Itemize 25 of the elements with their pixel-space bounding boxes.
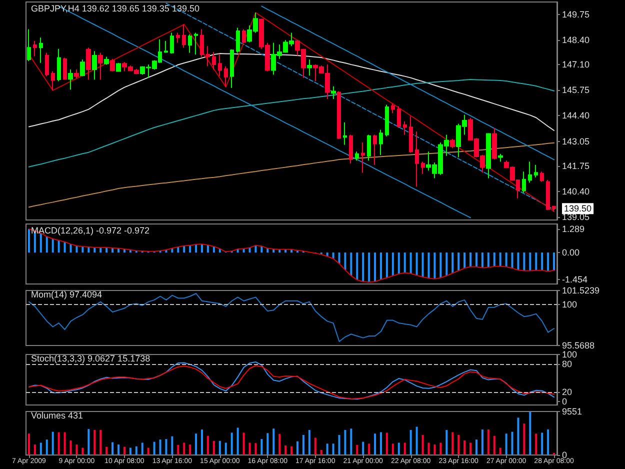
y-tick-label: 145.75 xyxy=(562,85,590,96)
y-tick-label: 149.75 xyxy=(562,9,590,20)
chart-title: Mom(14) 97.4094 xyxy=(31,290,102,300)
chart-title: MACD(12,26,1) -0.972 -0.972 xyxy=(31,226,150,236)
annotation: 139.50 xyxy=(564,204,592,214)
chart-title: Stoch(13,3,3) 9.0627 15.1738 xyxy=(31,354,150,364)
y-tick-label: 140.40 xyxy=(562,186,590,197)
chart-title: Volumes 431 xyxy=(31,410,84,420)
y-tick-label: 95.5688 xyxy=(562,340,595,350)
y-tick-label: 143.05 xyxy=(562,136,590,146)
y-tick-label: 1.289 xyxy=(562,224,585,234)
y-tick-label: 100 xyxy=(562,350,578,360)
y-tick-label: 0 xyxy=(562,396,568,406)
y-tick-label: 101.5239 xyxy=(562,286,600,296)
y-tick-label: 141.75 xyxy=(562,160,590,171)
y-tick-label: 80 xyxy=(562,358,572,369)
y-tick-label: 144.40 xyxy=(562,110,590,121)
y-tick-label: -1.454 xyxy=(562,274,588,284)
y-tick-label: 100 xyxy=(562,300,578,310)
y-tick-label: 139.05 xyxy=(562,212,590,222)
y-tick-label: 20 xyxy=(562,386,572,397)
y-tick-label: 148.40 xyxy=(562,34,590,45)
y-tick-label: 9551 xyxy=(562,406,582,416)
y-tick-label: 0.00 xyxy=(562,248,580,258)
y-tick-label: 147.10 xyxy=(562,60,590,70)
